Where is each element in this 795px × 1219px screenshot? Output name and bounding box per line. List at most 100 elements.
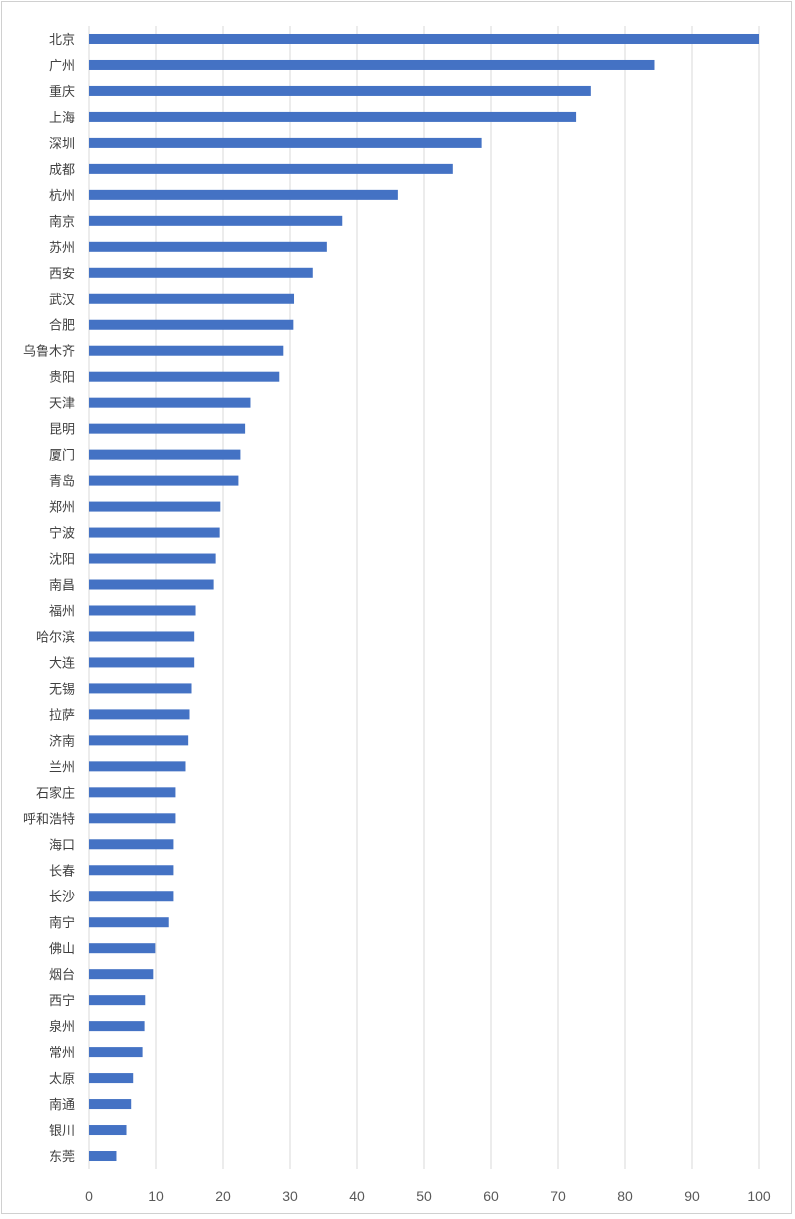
category-label: 常州 — [49, 1046, 75, 1061]
x-tick-label: 80 — [617, 1188, 633, 1204]
bar — [89, 189, 398, 200]
bar — [89, 683, 192, 694]
category-label: 郑州 — [49, 501, 75, 516]
x-tick-label: 60 — [483, 1188, 499, 1204]
x-tick-label: 50 — [416, 1188, 432, 1204]
category-label: 深圳 — [49, 137, 75, 152]
category-label: 海口 — [49, 838, 75, 853]
category-label: 南昌 — [49, 578, 75, 594]
category-label: 南京 — [49, 214, 75, 230]
category-label: 西宁 — [49, 993, 75, 1009]
category-label: 济南 — [49, 733, 75, 749]
bar — [89, 1125, 127, 1136]
bar — [89, 137, 482, 148]
bar — [89, 995, 146, 1006]
category-label: 泉州 — [49, 1019, 75, 1035]
category-label: 石家庄 — [36, 785, 75, 801]
bar — [89, 59, 655, 70]
bar — [89, 709, 190, 720]
bar — [89, 163, 453, 174]
category-label: 广州 — [49, 59, 75, 74]
x-tick-label: 10 — [148, 1188, 164, 1204]
bar — [89, 969, 154, 980]
bar — [89, 943, 156, 954]
x-tick-label: 20 — [215, 1188, 231, 1204]
bar — [89, 891, 174, 902]
bar — [89, 293, 295, 304]
x-tick-label: 30 — [282, 1188, 298, 1204]
category-label: 拉萨 — [49, 708, 75, 723]
bar — [89, 475, 239, 486]
bar — [89, 33, 759, 44]
category-label: 福州 — [49, 604, 75, 619]
bar — [89, 501, 221, 512]
bar — [89, 111, 577, 122]
category-label: 无锡 — [49, 682, 75, 697]
bar — [89, 267, 313, 278]
bar — [89, 85, 591, 96]
bar — [89, 1073, 134, 1084]
category-label: 兰州 — [49, 760, 75, 775]
category-label: 昆明 — [49, 423, 75, 438]
bar — [89, 527, 220, 538]
bar — [89, 423, 246, 434]
category-label: 烟台 — [49, 968, 75, 983]
bar — [89, 553, 216, 564]
bar — [89, 215, 343, 226]
bar — [89, 657, 195, 668]
category-label: 东莞 — [49, 1150, 75, 1165]
bar — [89, 397, 251, 408]
x-tick-label: 70 — [550, 1188, 566, 1204]
category-label: 沈阳 — [49, 553, 75, 568]
category-label: 重庆 — [49, 84, 75, 100]
bar — [89, 813, 176, 824]
category-label: 贵阳 — [49, 371, 75, 386]
x-tick-label: 40 — [349, 1188, 365, 1204]
bar — [89, 631, 195, 642]
category-label: 苏州 — [49, 240, 75, 256]
category-label: 乌鲁木齐 — [23, 344, 75, 360]
category-label: 银川 — [49, 1124, 75, 1139]
bar — [89, 345, 284, 356]
category-label: 北京 — [49, 33, 75, 48]
bar — [89, 1047, 143, 1058]
category-label: 南宁 — [49, 915, 75, 931]
category-label: 宁波 — [49, 526, 75, 542]
bar — [89, 787, 176, 798]
x-tick-label: 100 — [747, 1188, 771, 1204]
bar — [89, 865, 174, 876]
category-label: 西安 — [49, 267, 75, 282]
category-label: 呼和浩特 — [23, 812, 75, 827]
bar — [89, 319, 294, 330]
bar — [89, 1099, 132, 1110]
category-label: 上海 — [49, 111, 75, 126]
bar — [89, 579, 214, 590]
bar — [89, 1151, 117, 1162]
bar — [89, 371, 280, 382]
bar — [89, 241, 327, 252]
bar — [89, 1021, 145, 1032]
category-label: 大连 — [49, 655, 75, 671]
x-tick-label: 0 — [85, 1188, 93, 1204]
x-tick-labels: 0 10 20 30 40 50 60 70 80 90 100 — [85, 1188, 771, 1204]
category-label: 佛山 — [49, 942, 75, 957]
bar — [89, 839, 174, 850]
category-label: 厦门 — [49, 449, 75, 464]
category-label: 长沙 — [49, 890, 75, 905]
bars — [89, 33, 759, 1162]
bar — [89, 735, 189, 746]
category-label: 成都 — [49, 163, 75, 178]
category-label: 哈尔滨 — [36, 629, 75, 645]
category-label: 杭州 — [49, 189, 75, 204]
category-label: 合肥 — [49, 319, 75, 334]
category-label: 长春 — [49, 864, 75, 879]
bar — [89, 605, 196, 616]
bar — [89, 449, 241, 460]
x-tick-label: 90 — [684, 1188, 700, 1204]
bar — [89, 917, 169, 928]
category-label: 天津 — [49, 397, 75, 412]
category-label: 武汉 — [49, 293, 75, 308]
bar — [89, 761, 186, 772]
